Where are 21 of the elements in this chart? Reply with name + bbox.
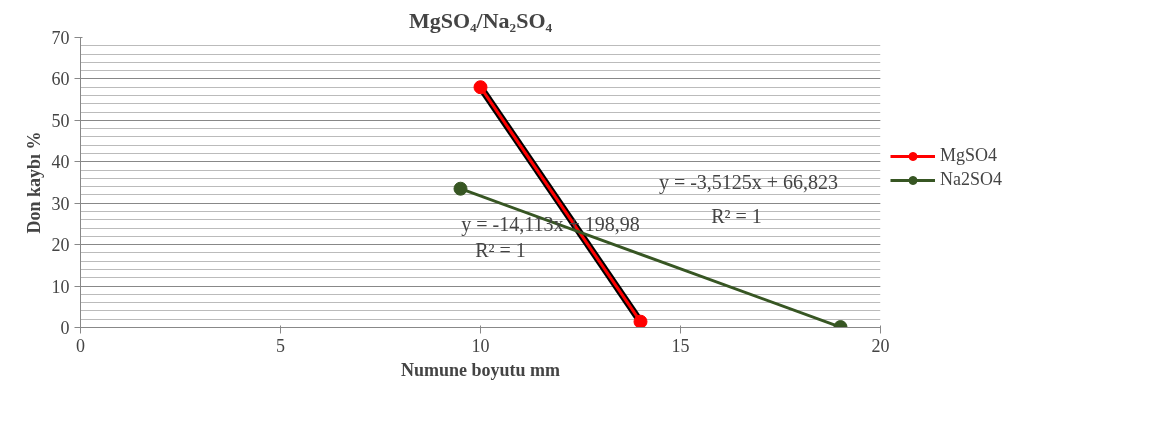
x-tick-label: 20 xyxy=(871,335,890,356)
x-tick-label: 10 xyxy=(471,335,490,356)
x-tick-label: 15 xyxy=(671,335,690,356)
annotation: R² = 1 xyxy=(711,204,762,227)
x-tick-label: 5 xyxy=(276,335,285,356)
legend-label: MgSO4 xyxy=(940,145,998,166)
y-tick-label: 10 xyxy=(51,276,70,297)
y-tick-label: 60 xyxy=(51,69,70,90)
y-tick-label: 40 xyxy=(51,152,70,173)
annotation: R² = 1 xyxy=(475,238,526,261)
y-tick-label: 0 xyxy=(60,318,70,338)
y-tick-label: 50 xyxy=(51,110,70,131)
y-tick-label: 70 xyxy=(51,28,70,48)
y-axis-title: Don kaybı % xyxy=(23,131,44,234)
y-tick-label: 20 xyxy=(51,235,70,256)
x-tick-label: 0 xyxy=(76,335,85,356)
y-tick-label: 30 xyxy=(51,193,70,214)
chart-title: MgSO₄/Na₂SO₄ xyxy=(408,7,553,33)
legend-label: Na2SO4 xyxy=(940,169,1002,190)
annotation: y = -3,5125x + 66,823 xyxy=(658,170,839,194)
x-axis-title: Numune boyutu mm xyxy=(400,359,561,380)
